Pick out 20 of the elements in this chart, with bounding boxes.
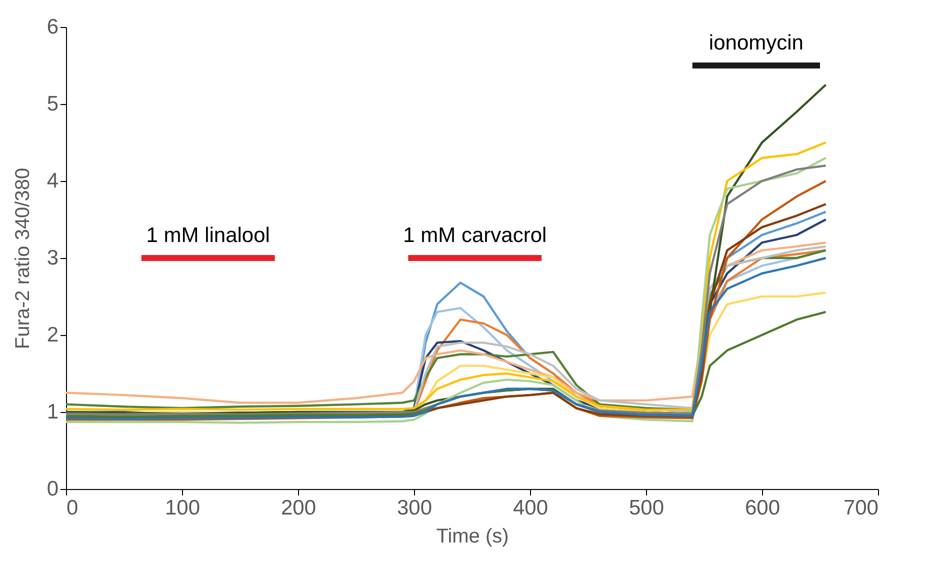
annotation: 1 mM linalool: [146, 224, 270, 247]
y-tick-label: 4: [46, 170, 59, 192]
annotation: 1 mM carvacrol: [403, 224, 547, 247]
y-tick-label: 3: [46, 246, 58, 270]
y-tick-label: 6: [46, 16, 58, 38]
x-tick-label: 300: [396, 496, 432, 520]
x-tick-label: 600: [744, 496, 780, 520]
x-tick-label: 400: [512, 496, 548, 520]
x-axis-title: Time (s): [436, 526, 509, 548]
annotation: ionomycin: [708, 32, 804, 54]
y-axis-title: Fura-2 ratio 340/380: [12, 168, 34, 350]
x-tick-label: 100: [164, 496, 200, 520]
y-tick-label: 1: [46, 400, 58, 424]
x-tick-label: 500: [628, 496, 664, 520]
x-tick-label: 200: [280, 496, 316, 520]
x-tick-label: 0: [66, 496, 78, 520]
y-tick-label: 0: [46, 478, 58, 500]
y-tick-label: 2: [46, 324, 58, 346]
y-tick-label: 5: [46, 92, 58, 116]
x-tick-label: 700: [843, 496, 878, 520]
